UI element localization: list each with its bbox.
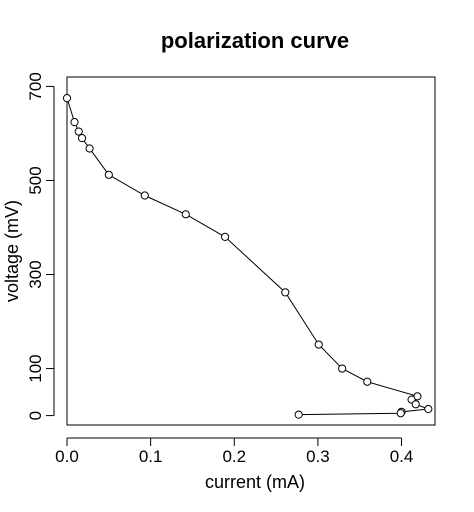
data-point xyxy=(181,210,190,219)
data-point xyxy=(85,144,94,153)
series-line xyxy=(66,98,429,416)
data-point xyxy=(77,134,87,143)
x-tick-label: 0.0 xyxy=(55,447,79,466)
data-point xyxy=(411,400,420,409)
data-series xyxy=(62,94,433,419)
data-point xyxy=(74,127,83,136)
data-point xyxy=(140,191,149,200)
x-axis: 0.0 0.1 0.2 0.3 0.4 xyxy=(55,437,414,466)
x-tick-label: 0.3 xyxy=(306,447,330,466)
plot-frame xyxy=(66,76,436,426)
data-point xyxy=(363,377,372,386)
y-tick-label: 700 xyxy=(26,72,45,100)
x-axis-label: current (mA) xyxy=(205,472,305,492)
y-tick-label: 100 xyxy=(26,354,45,382)
x-tick-label: 0.2 xyxy=(222,447,246,466)
y-tick-label: 500 xyxy=(26,166,45,194)
data-point xyxy=(62,94,72,103)
data-point xyxy=(104,170,113,179)
y-axis: 0 100 300 500 700 xyxy=(26,72,55,420)
data-point xyxy=(70,118,79,127)
y-axis-label: voltage (mV) xyxy=(2,200,22,302)
chart-title: polarization curve xyxy=(161,28,349,53)
data-point xyxy=(220,232,230,241)
data-point xyxy=(314,340,323,349)
data-point xyxy=(396,409,405,418)
data-point xyxy=(281,288,290,297)
data-point xyxy=(294,410,303,419)
data-point xyxy=(338,364,347,373)
data-point xyxy=(424,404,433,414)
x-tick-label: 0.4 xyxy=(390,447,414,466)
y-tick-label: 0 xyxy=(26,411,45,420)
x-tick-label: 0.1 xyxy=(139,447,163,466)
y-tick-label: 300 xyxy=(26,260,45,288)
